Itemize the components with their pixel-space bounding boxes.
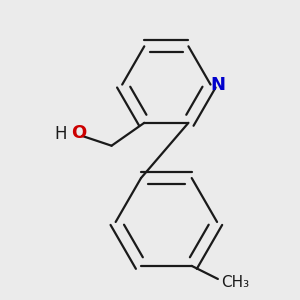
Text: N: N (210, 76, 225, 94)
Text: CH₃: CH₃ (221, 275, 249, 290)
Text: O: O (71, 124, 86, 142)
Text: H: H (55, 125, 67, 143)
